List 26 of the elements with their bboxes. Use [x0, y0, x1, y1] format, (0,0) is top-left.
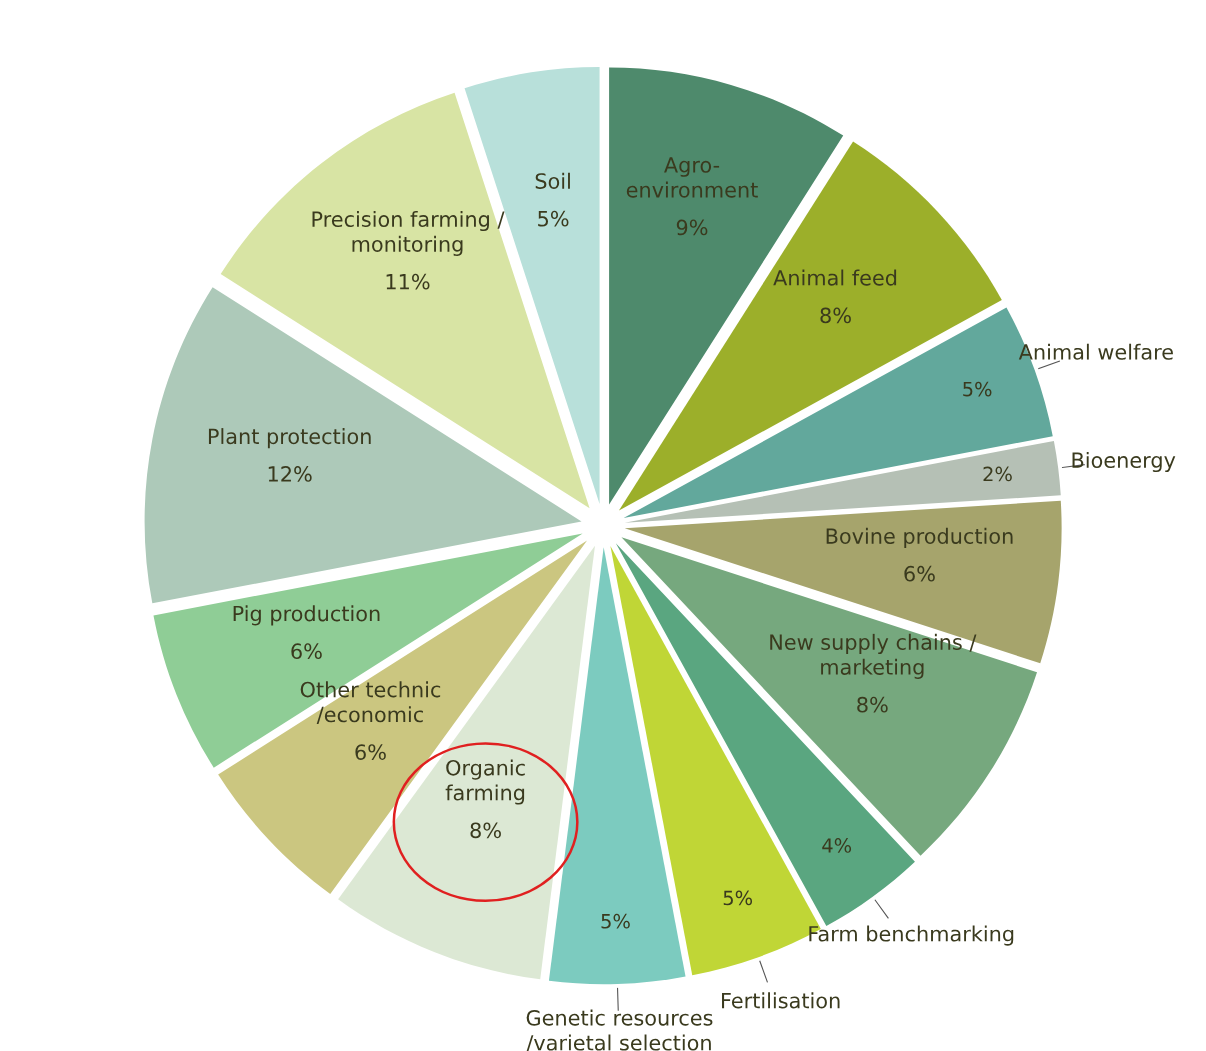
data-label: 6%: [904, 565, 935, 582]
data-label: 8%: [820, 307, 851, 324]
slice-label: Fertilisation: [722, 992, 840, 1009]
data-label: 12%: [268, 466, 312, 482]
data-label: 8%: [857, 696, 888, 713]
data-label: 5%: [601, 913, 630, 929]
data-label: 11%: [386, 273, 430, 290]
slice-label: Organic farming: [445, 759, 525, 805]
data-label: 8%: [470, 822, 501, 839]
slice-label: Bioenergy: [1072, 451, 1176, 473]
slice-label: Soil: [535, 172, 570, 189]
slice-label: Farm benchmarking: [809, 925, 1014, 946]
slice-label: Agro- environment: [626, 157, 758, 198]
data-label: 5%: [723, 890, 753, 906]
data-label: 2%: [983, 466, 1012, 482]
data-label: 9%: [676, 219, 708, 236]
slice-label: Plant protection: [208, 428, 371, 449]
slice-label: Pig production: [233, 605, 380, 626]
data-label: 6%: [291, 643, 322, 660]
data-label: 4%: [822, 838, 852, 853]
slice-label: Precision farming / monitoring: [312, 210, 505, 256]
data-label: 5%: [963, 381, 992, 397]
slice-label: Animal feed: [773, 269, 897, 286]
data-label: 5%: [538, 210, 569, 227]
slice-label: Bovine production: [826, 527, 1013, 548]
data-label: 6%: [355, 744, 386, 760]
